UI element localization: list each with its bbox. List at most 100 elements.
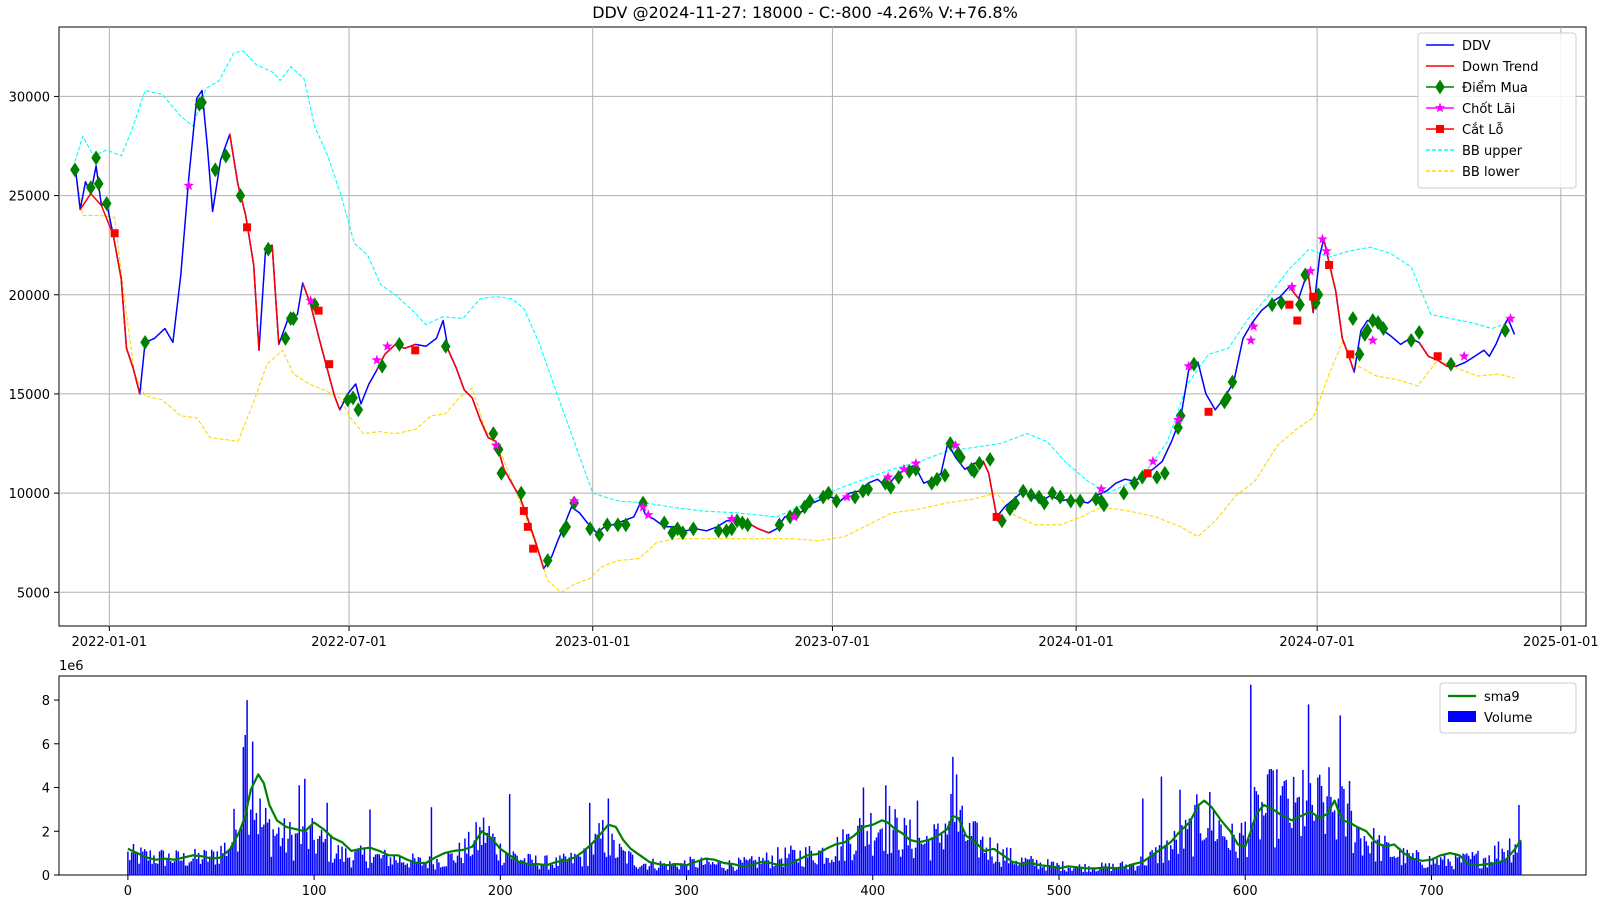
volume-bar	[683, 860, 686, 875]
volume-bar	[605, 856, 608, 875]
volume-bar	[263, 824, 265, 875]
volume-bar	[603, 852, 606, 875]
volume-bar	[978, 857, 980, 875]
chot-lai-marker	[1458, 350, 1470, 361]
diem-mua-marker	[1189, 356, 1199, 372]
volume-bar	[1350, 810, 1353, 875]
volume-bar	[186, 865, 189, 875]
x-tick-label: 2022-07-01	[311, 635, 387, 650]
chot-lai-marker	[1147, 455, 1159, 466]
volume-bar	[747, 860, 749, 875]
volume-bar	[1129, 863, 1131, 875]
volume-bar	[937, 823, 939, 875]
volume-bar	[469, 856, 472, 875]
volume-bar	[1220, 824, 1222, 875]
diem-mua-marker	[713, 523, 724, 539]
volume-bar	[315, 853, 317, 875]
volume-bar	[1043, 865, 1045, 875]
volume-bar	[1514, 844, 1516, 875]
volume-bar	[616, 857, 619, 875]
legend-label: Cắt Lỗ	[1462, 123, 1504, 138]
volume-bar	[1328, 767, 1330, 875]
volume-bar	[320, 829, 323, 875]
volume-bar	[203, 850, 205, 875]
cat-lo-marker	[1293, 316, 1302, 325]
volume-bar	[1181, 825, 1183, 875]
volume-bar	[317, 838, 319, 875]
volume-bar	[566, 861, 569, 875]
volume-bar	[810, 850, 813, 875]
volume-bar	[1110, 871, 1112, 875]
down-trend-line	[229, 133, 260, 351]
volume-bar	[1210, 830, 1213, 875]
diem-mua-marker	[585, 521, 595, 537]
volume-bar	[808, 846, 811, 875]
volume-bar	[857, 825, 859, 875]
volume-bar	[382, 855, 384, 875]
volume-bar	[987, 859, 989, 875]
volume-bar	[1024, 857, 1027, 875]
volume-bar	[1363, 836, 1366, 875]
volume-bar	[898, 849, 900, 875]
volume-bar	[466, 853, 468, 875]
volume-bar	[309, 826, 312, 875]
y-tick-label: 6	[42, 738, 50, 753]
volume-bar	[1050, 861, 1053, 875]
volume-bar	[549, 864, 552, 875]
diem-mua-marker	[1373, 315, 1383, 330]
volume-bar	[1406, 849, 1408, 875]
volume-bar	[888, 805, 891, 875]
legend-label: BB upper	[1462, 144, 1523, 159]
volume-bar	[965, 841, 967, 875]
volume-bar	[1369, 853, 1371, 875]
y-tick-label: 4	[42, 782, 50, 797]
diem-mua-marker	[140, 334, 150, 350]
volume-bar	[223, 842, 226, 875]
volume-bar	[1309, 783, 1312, 875]
diem-mua-marker	[850, 489, 860, 505]
volume-bar	[160, 849, 163, 875]
volume-bar	[602, 819, 604, 875]
volume-bar	[130, 852, 133, 875]
chot-lai-marker	[371, 354, 383, 365]
volume-bar	[1488, 855, 1490, 875]
volume-bar	[1242, 835, 1245, 875]
cat-lo-marker	[1346, 350, 1355, 359]
volume-bar	[162, 850, 165, 875]
volume-bar	[710, 864, 712, 875]
volume-bar	[1492, 864, 1494, 875]
volume-bar	[270, 856, 273, 875]
volume-bar	[998, 862, 1001, 875]
volume-bar	[1078, 864, 1081, 875]
volume-bar	[907, 845, 909, 875]
volume-bar	[359, 845, 362, 875]
volume-bar	[1520, 841, 1522, 875]
volume-bar	[762, 857, 764, 875]
volume-bar	[1402, 848, 1405, 875]
x-tick-label: 500	[1047, 884, 1072, 899]
volume-bar	[413, 858, 416, 875]
volume-bar	[1387, 842, 1390, 875]
volume-bar	[840, 846, 842, 875]
volume-bar	[512, 851, 515, 875]
volume-bar	[570, 852, 572, 875]
volume-bar	[695, 867, 697, 875]
y-tick-label: 2	[42, 825, 50, 840]
x-tick-label: 2024-01-01	[1038, 635, 1114, 650]
volume-bar	[784, 847, 786, 875]
volume-bar	[1464, 854, 1466, 875]
diem-mua-marker	[932, 471, 942, 487]
volume-bar	[726, 869, 729, 875]
volume-bar	[1518, 805, 1520, 875]
volume-bar	[706, 857, 708, 875]
x-tick-label: 2024-07-01	[1279, 635, 1355, 650]
volume-bar	[1268, 769, 1271, 875]
y-tick-label: 25000	[9, 190, 50, 205]
x-tick-label: 600	[1233, 884, 1258, 899]
volume-bar	[209, 856, 211, 875]
volume-bar	[169, 861, 172, 875]
volume-bar	[177, 851, 179, 875]
volume-bar	[1335, 839, 1338, 875]
volume-bar	[724, 870, 727, 875]
volume-bar	[205, 850, 207, 875]
